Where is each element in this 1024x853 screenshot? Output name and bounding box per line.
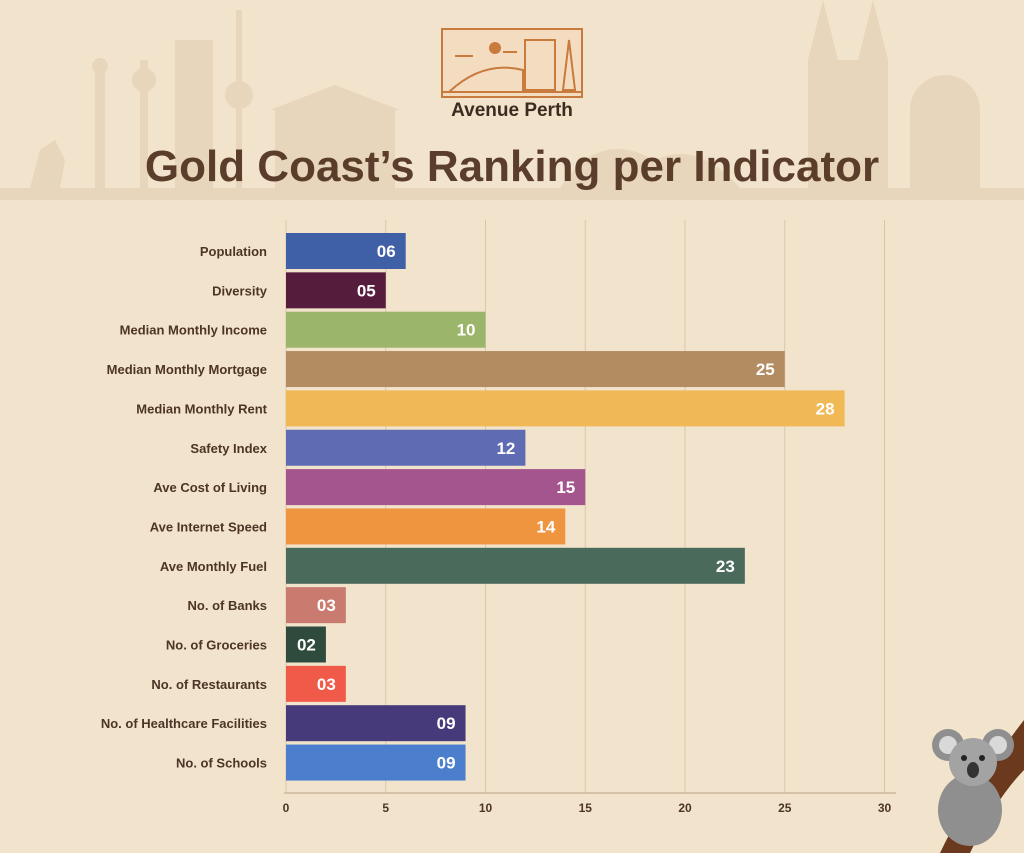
bar (286, 744, 466, 781)
category-label: Median Monthly Mortgage (107, 362, 267, 377)
bar (286, 587, 346, 624)
category-label: No. of Healthcare Facilities (101, 716, 267, 731)
skyline-background (0, 0, 1024, 200)
category-label: Median Monthly Income (120, 323, 267, 338)
data-label: 23 (716, 557, 735, 576)
bar (286, 665, 346, 702)
category-label: Safety Index (190, 441, 267, 456)
bar (286, 626, 326, 663)
chart-title: Gold Coast’s Ranking per Indicator (144, 142, 880, 191)
bar (286, 311, 486, 348)
bar (286, 508, 566, 545)
x-tick-label: 30 (878, 801, 892, 815)
category-label: Median Monthly Rent (136, 401, 267, 416)
data-label: 06 (377, 242, 396, 261)
data-label: 12 (496, 439, 515, 458)
bar (286, 351, 785, 388)
category-label: No. of Schools (176, 756, 267, 771)
bar (286, 429, 526, 466)
data-label: 15 (556, 478, 575, 497)
data-label: 10 (457, 321, 476, 340)
data-label: 02 (297, 636, 316, 655)
avenue-perth-logo: Avenue Perth (441, 28, 583, 124)
data-label: 28 (816, 399, 835, 418)
bar (286, 469, 586, 506)
category-label: Ave Cost of Living (153, 480, 267, 495)
data-label: 05 (357, 281, 376, 300)
brand-name: Avenue Perth (451, 100, 573, 121)
category-label: Population (200, 244, 267, 259)
category-label: No. of Banks (188, 598, 267, 613)
bar (286, 390, 845, 427)
bars: 06 05 10 25 28 12 15 14 23 03 02 03 09 09 (286, 233, 845, 781)
x-tick-label: 0 (283, 801, 290, 815)
x-tick-label: 5 (382, 801, 389, 815)
koala-illustration (932, 720, 1024, 853)
data-label: 03 (317, 596, 336, 615)
category-label: Diversity (212, 283, 268, 298)
bar (286, 547, 745, 584)
x-tick-label: 20 (678, 801, 692, 815)
x-tick-label: 10 (479, 801, 493, 815)
data-label: 03 (317, 675, 336, 694)
data-label: 25 (756, 360, 775, 379)
category-labels: Population Diversity Median Monthly Income… (101, 244, 268, 771)
bar (286, 233, 406, 269)
data-label: 14 (536, 517, 555, 536)
category-label: No. of Groceries (166, 638, 267, 653)
x-tick-label: 15 (579, 801, 593, 815)
bar (286, 705, 466, 742)
x-tick-labels: 0 5 10 15 20 25 30 (283, 801, 892, 815)
logo-illustration (441, 28, 583, 98)
category-label: Ave Internet Speed (150, 519, 267, 534)
bar (286, 272, 386, 309)
category-label: Ave Monthly Fuel (160, 559, 267, 574)
category-label: No. of Restaurants (151, 677, 267, 692)
x-tick-label: 25 (778, 801, 792, 815)
data-label: 09 (437, 714, 456, 733)
data-label: 09 (437, 754, 456, 773)
